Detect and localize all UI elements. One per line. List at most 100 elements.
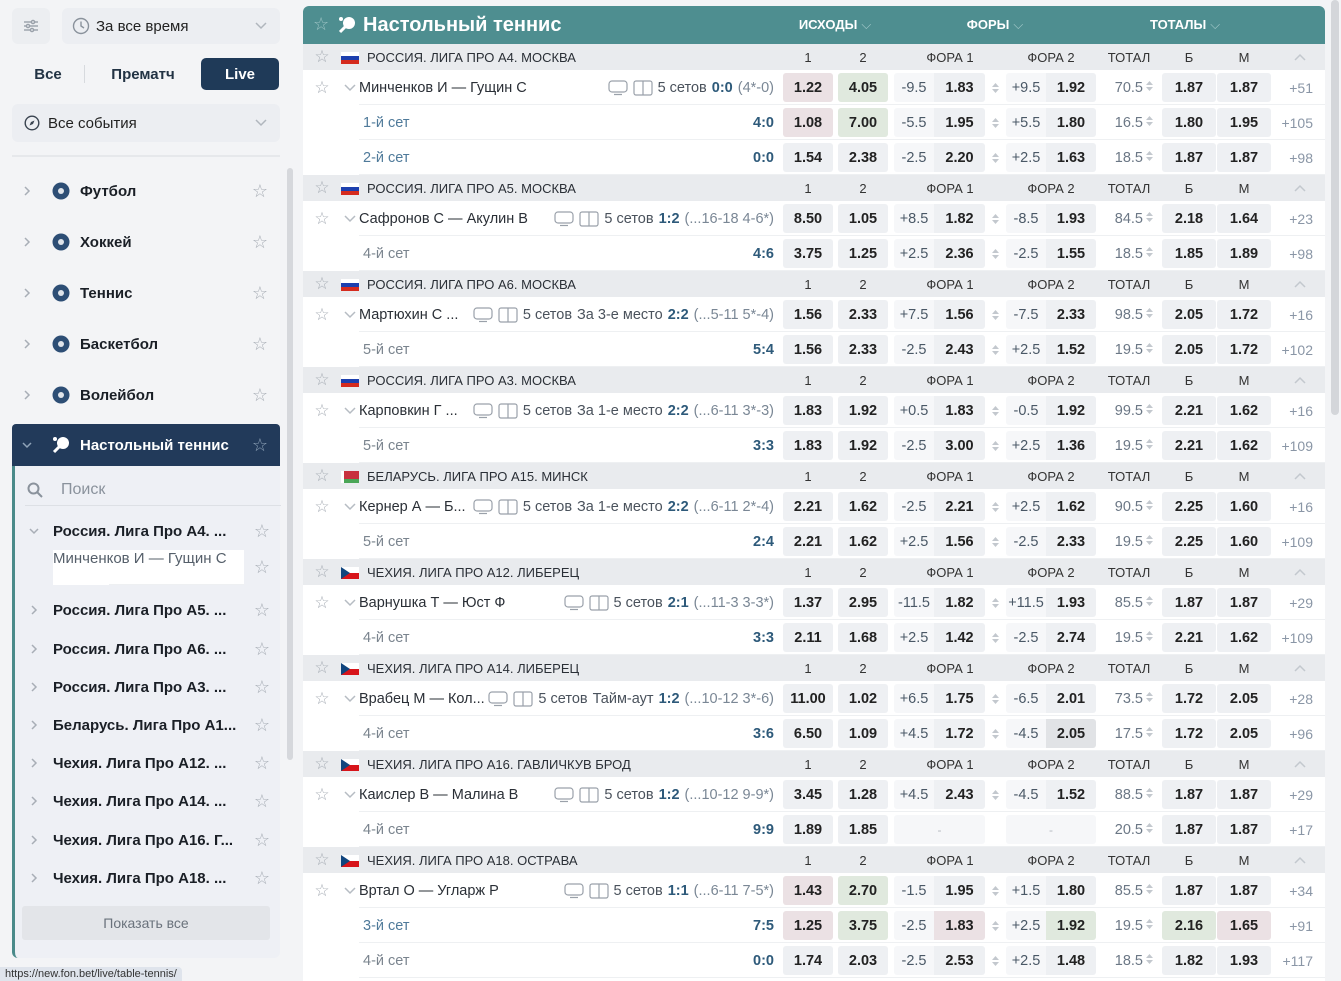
handicap2-odd[interactable]: 1.92: [1046, 911, 1096, 940]
odd-win2[interactable]: 1.25: [838, 239, 888, 268]
handicap2-cell[interactable]: +2.5 1.52: [1006, 335, 1096, 364]
odd-win2[interactable]: 1.68: [838, 623, 888, 652]
odd-under[interactable]: 1.72: [1217, 335, 1271, 364]
odd-over[interactable]: 2.25: [1162, 527, 1216, 556]
odd-under[interactable]: 1.87: [1217, 876, 1271, 905]
odd-under[interactable]: 1.72: [1217, 300, 1271, 329]
handicap1-odd[interactable]: 1.95: [934, 108, 985, 137]
odd-over[interactable]: 2.16: [1162, 911, 1216, 940]
star-icon[interactable]: ☆: [253, 599, 271, 620]
chevron-down-icon[interactable]: [341, 598, 359, 608]
chevron-down-icon[interactable]: [341, 502, 359, 512]
split-view-icon[interactable]: [588, 594, 609, 611]
odd-win1[interactable]: 1.56: [783, 300, 833, 329]
handicap2-cell[interactable]: +11.5 1.93: [1006, 588, 1096, 617]
chevron-down-icon[interactable]: [341, 83, 359, 93]
handicap1-cell[interactable]: +2.5 1.42: [894, 623, 985, 652]
star-icon[interactable]: ☆: [314, 688, 330, 708]
handicap1-odd[interactable]: 1.56: [934, 527, 985, 556]
set-label[interactable]: 4-й сет: [363, 725, 410, 742]
odd-over[interactable]: 1.87: [1162, 780, 1216, 809]
sidebar-scrollbar[interactable]: [287, 168, 293, 760]
handicap-switch-icon[interactable]: [985, 308, 1006, 322]
odd-over[interactable]: 1.82: [1162, 946, 1216, 975]
odd-win2[interactable]: 4.05: [838, 73, 888, 102]
set-row[interactable]: 4-й сет 0:0 1.74 2.03 -2.5 2.53 +2.5 1.48 18.…: [303, 943, 1325, 978]
set-label[interactable]: 4-й сет: [363, 821, 410, 838]
handicap1-odd[interactable]: 2.36: [934, 239, 985, 268]
sidebar-match-item[interactable]: Минченков И — Гущин С ☆: [15, 549, 280, 585]
handicap1-odd[interactable]: 1.83: [934, 396, 985, 425]
split-view-icon[interactable]: [579, 210, 599, 227]
handicap2-odd[interactable]: 2.01: [1046, 684, 1096, 713]
match-name[interactable]: Карповкин Г ...: [359, 402, 458, 419]
sidebar-league-item[interactable]: Чехия. Лига Про А14. ... ☆: [15, 784, 280, 818]
odd-over[interactable]: 1.87: [1162, 815, 1216, 844]
total-selector[interactable]: 19.5: [1096, 533, 1162, 551]
more-markets-link[interactable]: +51: [1289, 79, 1313, 96]
handicap1-odd[interactable]: 1.83: [934, 911, 985, 940]
handicap-switch-icon[interactable]: [985, 116, 1006, 130]
handicap2-cell[interactable]: +5.5 1.80: [1006, 108, 1096, 137]
odd-win2[interactable]: 1.09: [838, 719, 888, 748]
handicap-switch-icon[interactable]: [985, 212, 1006, 226]
tv-icon[interactable]: [554, 786, 574, 803]
league-title[interactable]: ЧЕХИЯ. ЛИГА ПРО А12. ЛИБЕРЕЦ: [341, 565, 776, 580]
odd-win1[interactable]: 1.83: [783, 431, 833, 460]
more-markets-link[interactable]: +91: [1289, 917, 1313, 934]
odd-under[interactable]: 2.05: [1217, 684, 1271, 713]
handicap1-cell[interactable]: -2.5 3.00: [894, 431, 985, 460]
more-markets-link[interactable]: +117: [1282, 952, 1314, 969]
handicap2-cell[interactable]: +2.5 1.62: [1006, 492, 1096, 521]
tv-icon[interactable]: [554, 210, 574, 227]
odd-win2[interactable]: 1.92: [838, 431, 888, 460]
page-scrollbar[interactable]: [1331, 0, 1339, 415]
tv-icon[interactable]: [473, 306, 493, 323]
handicap2-cell[interactable]: +2.5 1.36: [1006, 431, 1096, 460]
set-label[interactable]: 4-й сет: [363, 629, 410, 646]
odd-under[interactable]: 1.64: [1217, 204, 1271, 233]
handicap2-cell[interactable]: +2.5 1.92: [1006, 911, 1096, 940]
odd-win2[interactable]: 1.05: [838, 204, 888, 233]
sidebar-league-item[interactable]: Чехия. Лига Про А12. ... ☆: [15, 746, 280, 780]
set-label[interactable]: 1-й сет: [363, 114, 410, 131]
more-markets-link[interactable]: +16: [1289, 402, 1313, 419]
handicap1-cell[interactable]: -2.5 2.53: [894, 946, 985, 975]
handicap-switch-icon[interactable]: [985, 788, 1006, 802]
handicap1-odd[interactable]: 1.95: [934, 876, 985, 905]
odd-over[interactable]: 1.72: [1162, 684, 1216, 713]
star-icon[interactable]: ☆: [314, 370, 330, 389]
handicap-switch-icon[interactable]: [985, 692, 1006, 706]
handicap2-odd[interactable]: 1.48: [1046, 946, 1096, 975]
handicap2-cell[interactable]: +2.5 1.63: [1006, 143, 1096, 172]
star-icon[interactable]: ☆: [314, 754, 330, 773]
group-outcomes-dropdown[interactable]: ИСХОДЫ ⌵: [799, 17, 871, 33]
handicap2-odd[interactable]: 1.93: [1046, 204, 1096, 233]
handicap1-odd[interactable]: 1.83: [934, 73, 985, 102]
handicap1-cell[interactable]: -2.5 1.83: [894, 911, 985, 940]
handicap1-cell[interactable]: -9.5 1.83: [894, 73, 985, 102]
total-selector[interactable]: 16.5: [1096, 114, 1162, 132]
odd-win1[interactable]: 1.43: [783, 876, 833, 905]
chevron-down-icon[interactable]: [341, 694, 359, 704]
odd-win1[interactable]: 3.45: [783, 780, 833, 809]
handicap1-odd[interactable]: 1.42: [934, 623, 985, 652]
match-row[interactable]: ☆ Кернер А — Б... 5 сетов За 1-е место 2…: [303, 489, 1325, 524]
set-label[interactable]: 5-й сет: [363, 341, 410, 358]
sidebar-league-item[interactable]: Россия. Лига Про А5. ... ☆: [15, 593, 280, 627]
odd-win1[interactable]: 1.37: [783, 588, 833, 617]
set-label[interactable]: 5-й сет: [363, 533, 410, 550]
group-totals-dropdown[interactable]: ТОТАЛЫ ⌵: [1150, 17, 1220, 33]
odd-win2[interactable]: 2.70: [838, 876, 888, 905]
tv-icon[interactable]: [563, 882, 584, 899]
star-icon[interactable]: ☆: [314, 274, 330, 293]
odd-win1[interactable]: 3.75: [783, 239, 833, 268]
odd-win2[interactable]: 1.02: [838, 684, 888, 713]
star-icon[interactable]: ☆: [253, 714, 271, 735]
set-row[interactable]: 4-й сет 4:6 3.75 1.25 +2.5 2.36 -2.5 1.55 18.…: [303, 236, 1325, 271]
odd-over[interactable]: 1.80: [1162, 108, 1216, 137]
match-row[interactable]: ☆ Сафронов С — Акулин В 5 сетов 1:2 (...…: [303, 201, 1325, 236]
total-selector[interactable]: 17.5: [1096, 725, 1162, 743]
handicap1-cell[interactable]: -5.5 1.95: [894, 108, 985, 137]
star-icon[interactable]: ☆: [251, 282, 269, 303]
